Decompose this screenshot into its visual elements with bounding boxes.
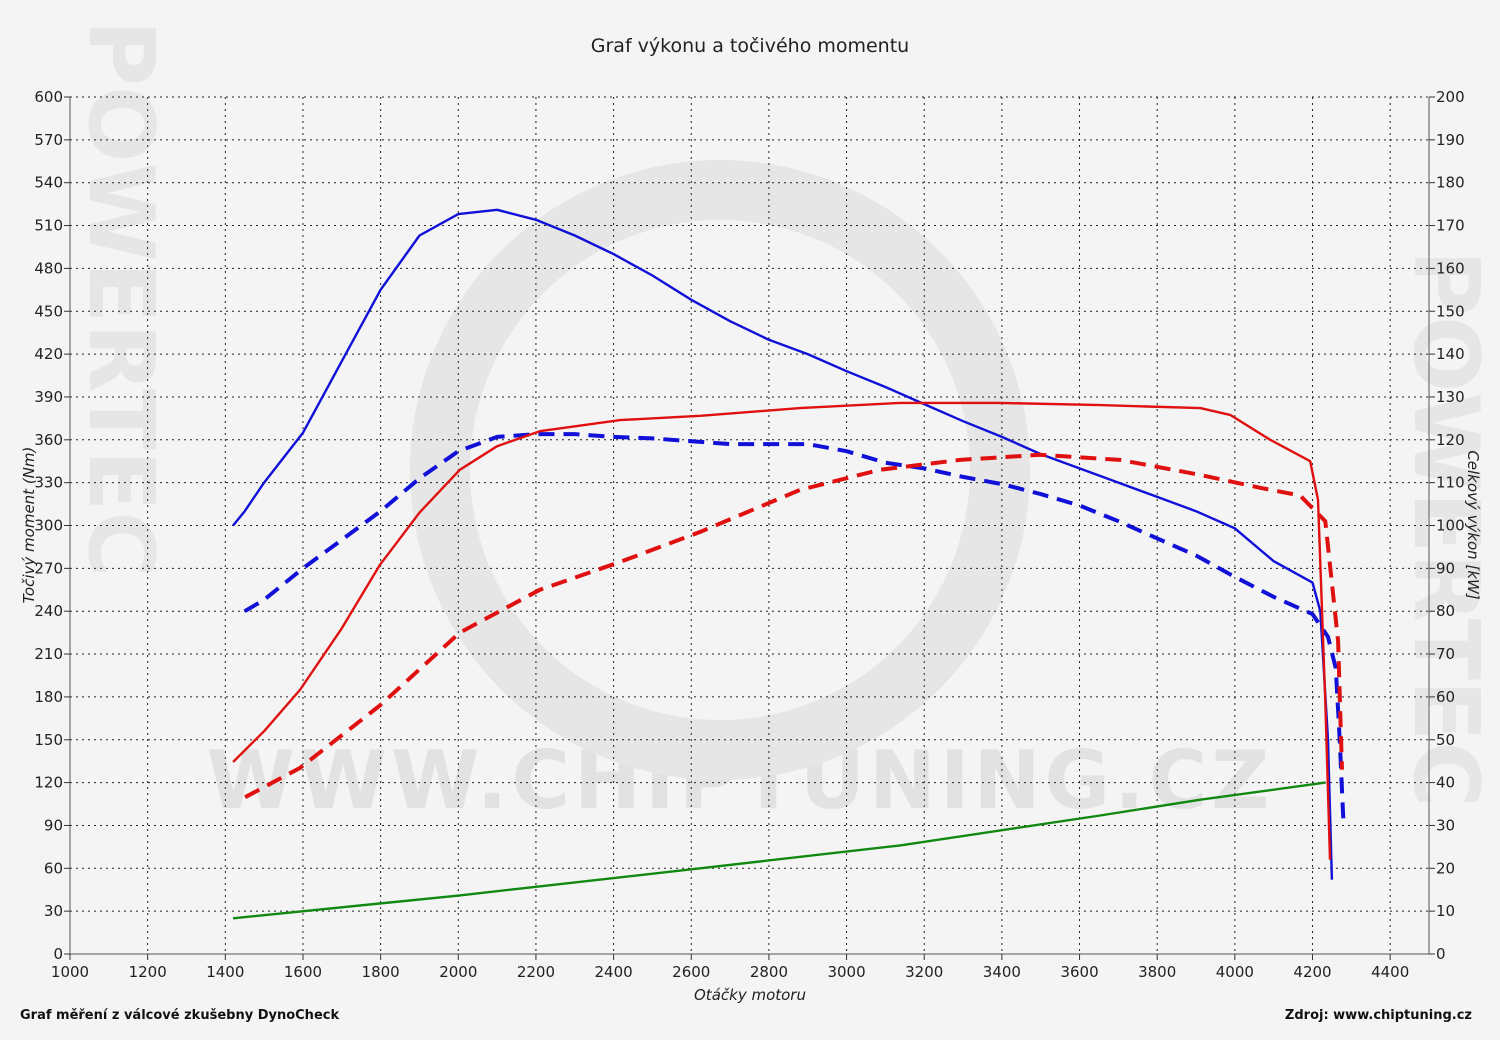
y-right-tick-label: 0: [1436, 945, 1446, 963]
y-right-tick-label: 150: [1436, 302, 1465, 320]
x-tick-label: 1800: [362, 963, 400, 981]
y-right-tick-label: 160: [1436, 259, 1465, 277]
series-torque-stock: [243, 432, 1346, 826]
y-left-tick-label: 30: [44, 902, 63, 920]
y-right-tick-label: 60: [1436, 688, 1455, 706]
y-left-tick-label: 450: [34, 302, 63, 320]
x-tick-label: 1400: [206, 963, 244, 981]
y-left-tick-label: 510: [34, 217, 63, 235]
y-right-tick-label: 110: [1436, 474, 1465, 492]
y-left-tick-label: 0: [53, 945, 63, 963]
x-tick-label: 1600: [284, 963, 322, 981]
y-right-tick-label: 180: [1436, 174, 1465, 192]
y-right-tick-label: 20: [1436, 859, 1455, 877]
y-left-tick-label: 600: [34, 88, 63, 106]
x-tick-label: 2600: [672, 963, 710, 981]
y-left-tick-label: 420: [34, 345, 63, 363]
y-left-tick-label: 120: [34, 774, 63, 792]
x-axis-label: Otáčky motoru: [694, 986, 806, 1004]
y-right-tick-label: 200: [1436, 88, 1465, 106]
y-left-tick-label: 270: [34, 559, 63, 577]
y-right-tick-label: 90: [1436, 559, 1455, 577]
x-tick-label: 3200: [905, 963, 943, 981]
footer-source-left: Graf měření z válcové zkušebny DynoCheck: [20, 1008, 339, 1023]
y-left-tick-label: 210: [34, 645, 63, 663]
chart-title: Graf výkonu a točivého momentu: [591, 35, 909, 57]
x-tick-label: 3000: [827, 963, 865, 981]
y-right-tick-label: 190: [1436, 131, 1465, 149]
y-right-tick-label: 100: [1436, 517, 1465, 535]
x-tick-label: 4000: [1216, 963, 1254, 981]
x-tick-label: 3400: [983, 963, 1021, 981]
y-left-tick-label: 240: [34, 602, 63, 620]
y-left-tick-label: 90: [44, 816, 63, 834]
y-left-axis-label: Točivý moment (Nm): [20, 447, 38, 604]
y-right-tick-label: 130: [1436, 388, 1465, 406]
y-left-tick-label: 570: [34, 131, 63, 149]
y-right-tick-label: 80: [1436, 602, 1455, 620]
y-right-tick-label: 140: [1436, 345, 1465, 363]
y-left-tick-label: 480: [34, 259, 63, 277]
y-left-tick-label: 150: [34, 731, 63, 749]
y-left-tick-label: 60: [44, 859, 63, 877]
y-left-tick-label: 540: [34, 174, 63, 192]
y-right-tick-label: 170: [1436, 217, 1465, 235]
y-left-tick-label: 390: [34, 388, 63, 406]
y-left-tick-label: 300: [34, 517, 63, 535]
x-tick-label: 1200: [129, 963, 167, 981]
x-tick-label: 3800: [1138, 963, 1176, 981]
series-torque-tuned: [232, 208, 1334, 880]
y-right-tick-label: 10: [1436, 902, 1455, 920]
x-tick-label: 2200: [517, 963, 555, 981]
y-right-tick-label: 50: [1436, 731, 1455, 749]
ticks: 1000 1200 1400 1600 1800 2000 2200 2400 2600 2800…: [34, 88, 1464, 981]
footer-source-right: Zdroj: www.chiptuning.cz: [1285, 1008, 1472, 1023]
x-tick-label: 4400: [1371, 963, 1409, 981]
x-tick-label: 2000: [439, 963, 477, 981]
x-tick-label: 3600: [1060, 963, 1098, 981]
watermark-logo: [410, 160, 1030, 780]
series-power-stock: [244, 452, 1344, 799]
y-right-tick-label: 120: [1436, 431, 1465, 449]
y-right-tick-label: 70: [1436, 645, 1455, 663]
watermark: WWW.CHIPTUNING.CZ POWERTEC POWERTEC: [68, 20, 1498, 827]
grid: [69, 96, 1430, 955]
watermark-side-left: POWERTEC: [68, 20, 173, 577]
x-tick-label: 2800: [750, 963, 788, 981]
y-left-tick-label: 330: [34, 474, 63, 492]
y-left-tick-label: 180: [34, 688, 63, 706]
y-right-tick-label: 40: [1436, 774, 1455, 792]
watermark-side-right: POWERTEC: [1393, 250, 1498, 807]
y-right-tick-label: 30: [1436, 816, 1455, 834]
series-losses: [232, 781, 1326, 920]
series-power-tuned: [232, 401, 1332, 860]
x-tick-label: 2400: [595, 963, 633, 981]
y-right-axis-label: Celkový výkon [kW]: [1464, 450, 1482, 600]
y-left-tick-label: 360: [34, 431, 63, 449]
x-tick-label: 1000: [51, 963, 89, 981]
x-tick-label: 4200: [1293, 963, 1331, 981]
series-lines: [232, 208, 1346, 920]
